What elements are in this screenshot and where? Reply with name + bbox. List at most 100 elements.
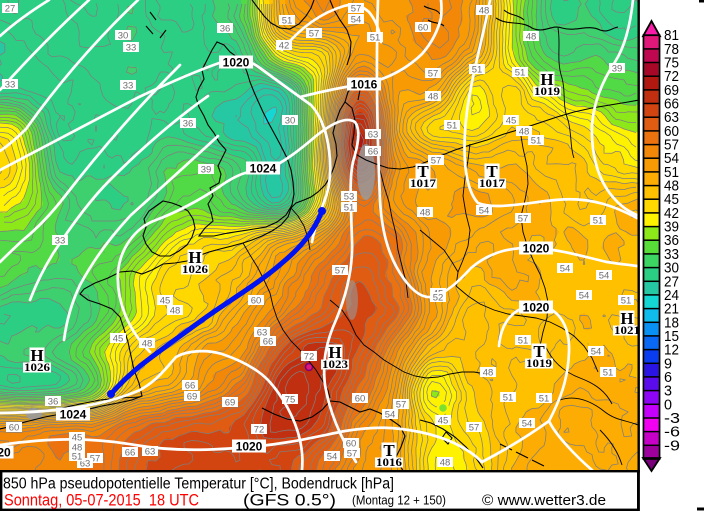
svg-text:1020: 1020 <box>236 440 263 454</box>
svg-text:-9: -9 <box>664 438 680 454</box>
svg-text:45: 45 <box>160 296 171 307</box>
svg-text:66: 66 <box>263 337 274 348</box>
svg-text:54: 54 <box>479 206 490 217</box>
svg-text:51: 51 <box>664 165 679 181</box>
svg-text:51: 51 <box>593 216 604 227</box>
svg-text:30: 30 <box>285 116 296 127</box>
svg-text:36: 36 <box>220 24 231 35</box>
svg-text:57: 57 <box>518 214 529 225</box>
svg-text:51: 51 <box>370 33 381 44</box>
svg-text:39: 39 <box>201 165 212 176</box>
svg-text:66: 66 <box>125 448 136 459</box>
svg-text:48: 48 <box>428 92 439 103</box>
svg-text:51: 51 <box>344 203 355 214</box>
svg-text:53: 53 <box>344 192 355 203</box>
svg-text:27: 27 <box>5 4 16 15</box>
svg-text:48: 48 <box>72 443 83 454</box>
svg-text:51: 51 <box>72 452 83 463</box>
svg-text:33: 33 <box>126 43 137 54</box>
svg-text:39: 39 <box>612 64 623 75</box>
svg-text:15: 15 <box>664 329 679 345</box>
svg-text:57: 57 <box>469 423 480 434</box>
svg-text:60: 60 <box>9 423 20 434</box>
svg-text:33: 33 <box>55 236 66 247</box>
svg-text:33: 33 <box>5 80 16 91</box>
svg-text:48: 48 <box>170 306 181 317</box>
svg-text:48: 48 <box>519 127 530 138</box>
svg-text:48: 48 <box>483 368 494 379</box>
svg-text:H: H <box>328 343 341 362</box>
svg-text:6: 6 <box>664 370 672 386</box>
svg-text:54: 54 <box>385 410 396 421</box>
svg-text:33: 33 <box>123 81 134 92</box>
svg-text:69: 69 <box>225 398 236 409</box>
svg-text:48: 48 <box>479 6 490 17</box>
svg-text:51: 51 <box>531 136 542 147</box>
svg-text:1017: 1017 <box>410 178 436 190</box>
svg-text:H: H <box>540 70 553 89</box>
svg-text:57: 57 <box>664 138 679 154</box>
svg-text:60: 60 <box>418 23 429 34</box>
svg-text:72: 72 <box>304 352 315 363</box>
svg-text:33: 33 <box>664 247 679 263</box>
svg-text:57: 57 <box>335 266 346 277</box>
svg-text:1020: 1020 <box>523 301 550 315</box>
svg-text:T: T <box>486 162 498 181</box>
svg-text:54: 54 <box>579 291 590 302</box>
svg-text:850 hPa pseudopotentielle Temp: 850 hPa pseudopotentielle Temperatur [°C… <box>3 476 394 493</box>
svg-text:3: 3 <box>664 384 672 400</box>
svg-text:(Montag 12 + 150): (Montag 12 + 150) <box>352 494 446 508</box>
svg-text:1021: 1021 <box>614 325 640 337</box>
svg-text:81: 81 <box>664 28 679 44</box>
svg-text:54: 54 <box>591 347 602 358</box>
svg-text:18: 18 <box>664 315 679 331</box>
svg-text:1026: 1026 <box>182 264 208 276</box>
svg-text:© www.wetter3.de: © www.wetter3.de <box>482 492 606 509</box>
svg-text:72: 72 <box>664 69 679 85</box>
svg-text:1016: 1016 <box>351 78 378 92</box>
svg-text:-3: -3 <box>664 411 680 427</box>
svg-text:54: 54 <box>351 15 362 26</box>
svg-text:72: 72 <box>254 425 265 436</box>
svg-text:60: 60 <box>251 296 262 307</box>
svg-text:48: 48 <box>420 208 431 219</box>
svg-text:69: 69 <box>187 392 198 403</box>
svg-text:45: 45 <box>506 116 517 127</box>
svg-text:66: 66 <box>664 97 679 113</box>
svg-text:51: 51 <box>518 336 529 347</box>
svg-text:1024: 1024 <box>250 162 277 176</box>
svg-text:36: 36 <box>48 397 59 408</box>
svg-text:54: 54 <box>599 271 610 282</box>
svg-text:45: 45 <box>664 192 679 208</box>
svg-text:45: 45 <box>72 433 83 444</box>
svg-text:57: 57 <box>90 454 101 465</box>
svg-text:45: 45 <box>438 416 449 427</box>
svg-text:H: H <box>30 346 43 365</box>
svg-text:51: 51 <box>447 121 458 132</box>
svg-text:57: 57 <box>396 400 407 411</box>
svg-text:1024: 1024 <box>60 408 87 422</box>
svg-text:0: 0 <box>664 397 672 413</box>
svg-text:75: 75 <box>285 395 296 406</box>
svg-text:57: 57 <box>428 69 439 80</box>
svg-text:-6: -6 <box>664 425 680 441</box>
svg-text:1020: 1020 <box>523 242 550 256</box>
svg-text:48: 48 <box>440 458 451 469</box>
svg-text:51: 51 <box>515 68 526 79</box>
svg-text:1017: 1017 <box>479 178 505 190</box>
svg-text:T: T <box>383 441 395 460</box>
svg-text:9: 9 <box>664 356 672 372</box>
svg-text:51: 51 <box>603 368 614 379</box>
svg-text:42: 42 <box>664 206 679 222</box>
svg-text:30: 30 <box>664 261 679 277</box>
svg-text:20: 20 <box>0 446 11 460</box>
svg-text:51: 51 <box>503 393 514 404</box>
svg-text:1020: 1020 <box>223 56 250 70</box>
svg-text:63: 63 <box>80 459 91 470</box>
svg-text:39: 39 <box>664 220 679 236</box>
svg-text:1023: 1023 <box>322 359 348 371</box>
svg-text:45: 45 <box>113 334 124 345</box>
svg-text:48: 48 <box>526 32 537 43</box>
svg-text:24: 24 <box>664 288 679 304</box>
svg-text:57: 57 <box>309 29 320 40</box>
